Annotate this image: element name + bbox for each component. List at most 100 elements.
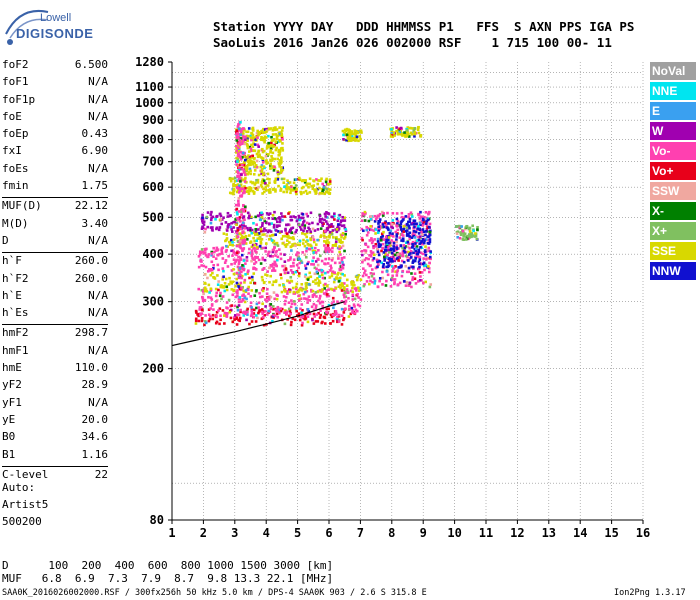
echo-point — [251, 181, 254, 185]
echo-point — [410, 236, 414, 239]
echo-point — [470, 232, 474, 235]
echo-point — [260, 135, 263, 139]
echo-point — [267, 145, 271, 149]
echo-point — [287, 181, 290, 185]
echo-point — [420, 279, 423, 282]
echo-point — [365, 233, 369, 237]
echo-point — [316, 263, 320, 267]
echo-point — [253, 243, 257, 247]
echo-point — [336, 320, 339, 324]
echo-point — [316, 187, 320, 191]
echo-point — [275, 135, 279, 138]
echo-point — [237, 122, 241, 126]
echo-point — [399, 126, 403, 130]
param-separator — [2, 465, 108, 467]
echo-point — [324, 229, 327, 233]
echo-point — [269, 166, 272, 170]
echo-point — [307, 283, 311, 286]
echo-point — [412, 234, 415, 238]
echo-point — [274, 133, 278, 136]
echo-point — [239, 227, 242, 231]
echo-point — [429, 257, 432, 261]
echo-point — [300, 216, 304, 220]
echo-point — [422, 230, 426, 234]
echo-point — [230, 282, 233, 285]
echo-point — [323, 212, 327, 216]
echo-point — [288, 314, 291, 318]
echo-point — [240, 300, 243, 303]
param-row: foEp 0.43 — [2, 127, 108, 144]
echo-point — [465, 225, 468, 228]
echo-point — [461, 238, 465, 241]
echo-point — [217, 288, 220, 292]
y-tick-label: 400 — [142, 247, 164, 261]
echo-point — [238, 239, 242, 243]
echo-point — [277, 184, 280, 188]
echo-point — [275, 297, 279, 301]
echo-point — [309, 238, 313, 242]
echo-point — [235, 149, 239, 153]
echo-point — [422, 220, 426, 224]
echo-point — [200, 317, 204, 320]
echo-point — [256, 237, 260, 240]
echo-point — [197, 314, 200, 318]
echo-point — [345, 133, 349, 137]
y-tick-label: 1100 — [135, 80, 164, 94]
echo-point — [238, 283, 242, 287]
echo-point — [328, 235, 331, 239]
echo-point — [334, 240, 338, 244]
echo-point — [414, 282, 418, 285]
echo-point — [273, 242, 277, 246]
echo-point — [279, 189, 282, 192]
echo-point — [390, 131, 393, 134]
echo-point — [345, 138, 348, 142]
echo-point — [318, 186, 321, 190]
echo-point — [341, 283, 345, 287]
echo-point — [316, 238, 319, 242]
echo-point — [255, 132, 259, 135]
echo-point — [236, 308, 240, 312]
echo-point — [293, 242, 297, 246]
echo-point — [225, 301, 229, 304]
x-tick-label: 12 — [510, 526, 524, 540]
echo-point — [207, 313, 211, 317]
echo-point — [372, 245, 375, 248]
echo-point — [216, 263, 220, 267]
echo-point — [293, 186, 296, 190]
echo-point — [337, 238, 341, 241]
param-row: h`F 260.0 — [2, 254, 108, 271]
echo-point — [294, 270, 297, 274]
echo-point — [407, 242, 411, 246]
legend-item: X- — [650, 202, 696, 220]
echo-point — [250, 249, 254, 253]
echo-point — [415, 239, 419, 243]
echo-point — [289, 305, 293, 309]
echo-point — [264, 186, 268, 189]
echo-point — [283, 271, 287, 275]
echo-point — [246, 139, 249, 143]
echo-point — [274, 126, 277, 129]
echo-point — [290, 227, 293, 230]
echo-point — [237, 304, 241, 307]
echo-point — [248, 186, 251, 189]
echo-point — [287, 307, 291, 311]
echo-point — [313, 272, 317, 276]
echo-point — [401, 237, 405, 240]
echo-point — [331, 319, 335, 323]
echo-point — [250, 228, 254, 232]
echo-point — [225, 233, 228, 236]
echo-point — [262, 172, 266, 175]
echo-point — [282, 285, 286, 289]
echo-point — [274, 229, 278, 232]
echo-point — [298, 297, 301, 301]
param-row: foE N/A — [2, 110, 108, 127]
echo-point — [423, 215, 426, 219]
echo-point — [300, 311, 303, 315]
echo-point — [398, 224, 402, 227]
echo-point — [400, 215, 404, 219]
x-tick-label: 11 — [479, 526, 493, 540]
echo-point — [289, 312, 292, 316]
echo-point — [362, 213, 366, 216]
echo-point — [201, 225, 204, 229]
profile-curve — [171, 301, 345, 347]
